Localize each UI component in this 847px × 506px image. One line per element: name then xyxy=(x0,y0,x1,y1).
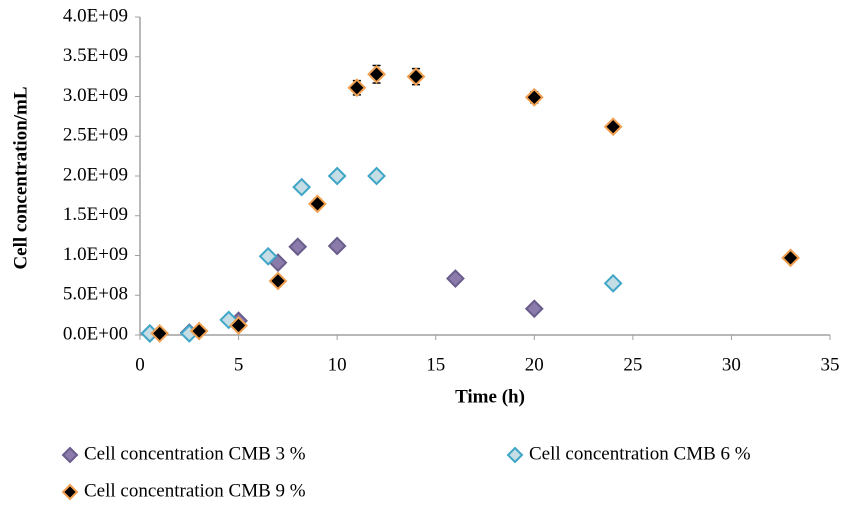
y-tick-label: 0.0E+00 xyxy=(63,323,128,344)
x-tick-label: 15 xyxy=(426,354,445,375)
data-point xyxy=(367,64,386,84)
data-point xyxy=(446,269,465,288)
data-point xyxy=(308,194,327,214)
data-point xyxy=(524,87,544,107)
y-tick-label: 4.0E+09 xyxy=(63,5,128,26)
x-tick-label: 0 xyxy=(135,354,145,375)
y-tick-label: 3.0E+09 xyxy=(63,85,128,106)
data-point xyxy=(327,236,347,256)
data-point xyxy=(258,246,278,266)
legend-label: Cell concentration CMB 3 % xyxy=(84,443,306,464)
y-axis-title: Cell concentration/mL xyxy=(10,86,31,269)
data-point xyxy=(603,117,623,137)
data-point xyxy=(189,321,209,341)
x-tick-label: 25 xyxy=(623,354,642,375)
data-point xyxy=(347,78,367,98)
legend-marker xyxy=(506,446,524,464)
legend-marker xyxy=(61,446,79,464)
data-point xyxy=(327,166,347,186)
y-tick-label: 5.0E+08 xyxy=(63,284,128,305)
x-tick-label: 30 xyxy=(722,354,741,375)
y-tick-label: 1.0E+09 xyxy=(63,244,128,265)
x-tick-label: 20 xyxy=(525,354,544,375)
legend-marker xyxy=(61,483,79,501)
data-point xyxy=(367,166,386,186)
x-axis-title: Time (h) xyxy=(455,386,525,407)
x-tick-label: 35 xyxy=(821,354,840,375)
y-tick-label: 3.5E+09 xyxy=(63,45,128,66)
x-tick-label: 10 xyxy=(328,354,347,375)
x-tick-label: 5 xyxy=(234,354,244,375)
data-point xyxy=(229,316,248,335)
data-point xyxy=(781,248,800,268)
data-point xyxy=(524,299,544,319)
y-tick-label: 2.5E+09 xyxy=(63,125,128,146)
data-point xyxy=(603,273,623,293)
legend-label: Cell concentration CMB 9 % xyxy=(84,480,306,501)
y-tick-label: 1.5E+09 xyxy=(63,204,128,225)
data-point xyxy=(406,67,426,87)
data-point xyxy=(268,271,288,291)
data-point xyxy=(292,177,312,197)
data-point xyxy=(150,323,170,343)
legend-label: Cell concentration CMB 6 % xyxy=(529,443,751,464)
y-tick-label: 2.0E+09 xyxy=(63,164,128,185)
data-point xyxy=(288,237,308,257)
